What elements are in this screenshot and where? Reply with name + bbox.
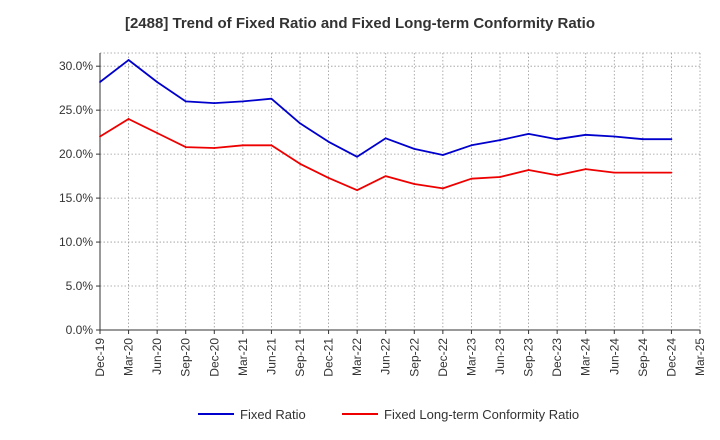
x-tick-label: Jun-24 <box>607 338 621 375</box>
x-tick-label: Sep-22 <box>407 338 421 377</box>
y-tick-label: 25.0% <box>59 103 93 117</box>
legend: Fixed Ratio Fixed Long-term Conformity Ra… <box>198 407 579 422</box>
y-tick-label: 10.0% <box>59 235 93 249</box>
data-point <box>413 183 416 185</box>
data-point <box>384 137 387 140</box>
data-point <box>470 177 473 180</box>
y-tick-label: 30.0% <box>59 59 93 73</box>
axes-layer <box>96 53 701 334</box>
data-point <box>356 189 359 192</box>
data-point <box>270 97 273 100</box>
y-tick-label: 0.0% <box>66 323 94 337</box>
data-point <box>327 176 330 179</box>
x-tick-label: Mar-20 <box>122 338 136 376</box>
x-tick-label: Dec-24 <box>664 338 678 377</box>
data-point <box>213 147 216 149</box>
data-point <box>156 132 159 134</box>
grid-layer <box>99 52 701 331</box>
data-point <box>299 162 301 165</box>
x-tick-label: Mar-25 <box>693 338 707 376</box>
data-point <box>184 146 187 148</box>
data-point <box>241 100 244 103</box>
data-point <box>99 81 101 83</box>
x-tick-label: Dec-21 <box>322 338 336 377</box>
data-point <box>670 138 673 141</box>
data-point <box>641 171 644 174</box>
x-tick-label: Sep-23 <box>522 338 536 377</box>
x-tick-label: Jun-22 <box>379 338 393 375</box>
data-point <box>413 147 416 150</box>
y-tick-label: 15.0% <box>59 191 93 205</box>
data-point <box>527 169 530 171</box>
data-point <box>384 175 387 178</box>
x-tick-label: Mar-23 <box>464 338 478 376</box>
data-point <box>156 81 159 83</box>
data-point <box>584 168 587 170</box>
data-point <box>556 174 559 177</box>
x-tick-label: Jun-20 <box>150 338 164 375</box>
chart-title: [2488] Trend of Fixed Ratio and Fixed Lo… <box>124 15 596 32</box>
data-point <box>499 139 501 141</box>
data-point <box>613 171 616 174</box>
data-point <box>441 154 444 156</box>
data-point <box>99 135 101 138</box>
tick-labels: 0.0% 5.0% 10.0% 15.0% 20.0% 25.0% 30.0% Dec-19 M… <box>59 59 707 377</box>
data-point <box>327 140 330 143</box>
x-tick-label: Mar-21 <box>236 338 250 376</box>
x-tick-label: Dec-22 <box>436 338 450 377</box>
data-point <box>470 144 473 147</box>
x-tick-label: Dec-19 <box>93 338 107 377</box>
series-layer <box>99 59 673 192</box>
x-tick-label: Mar-24 <box>579 338 593 376</box>
data-point <box>299 122 301 125</box>
y-tick-label: 20.0% <box>59 147 93 161</box>
legend-label-2: Fixed Long-term Conformity Ratio <box>384 407 579 422</box>
data-point <box>527 133 530 135</box>
x-tick-label: Dec-23 <box>550 338 564 377</box>
y-tick-label: 5.0% <box>66 279 94 293</box>
x-tick-label: Mar-22 <box>350 338 364 376</box>
x-tick-label: Jun-21 <box>264 338 278 375</box>
x-tick-label: Dec-20 <box>207 338 221 377</box>
data-point <box>670 171 673 174</box>
data-point <box>270 144 273 147</box>
data-point <box>441 187 444 190</box>
x-tick-label: Jun-23 <box>493 338 507 375</box>
data-point <box>613 135 616 138</box>
data-point <box>127 59 130 61</box>
legend-label-1: Fixed Ratio <box>240 407 306 422</box>
data-point <box>213 102 216 105</box>
data-point <box>584 133 587 136</box>
data-point <box>499 176 501 178</box>
data-point <box>127 118 130 120</box>
x-tick-label: Sep-20 <box>179 338 193 377</box>
data-point <box>641 138 644 141</box>
data-point <box>356 155 359 158</box>
x-tick-label: Sep-21 <box>293 338 307 377</box>
data-point <box>556 138 559 141</box>
x-tick-label: Sep-24 <box>636 338 650 377</box>
data-point <box>241 144 244 147</box>
data-point <box>184 100 187 103</box>
